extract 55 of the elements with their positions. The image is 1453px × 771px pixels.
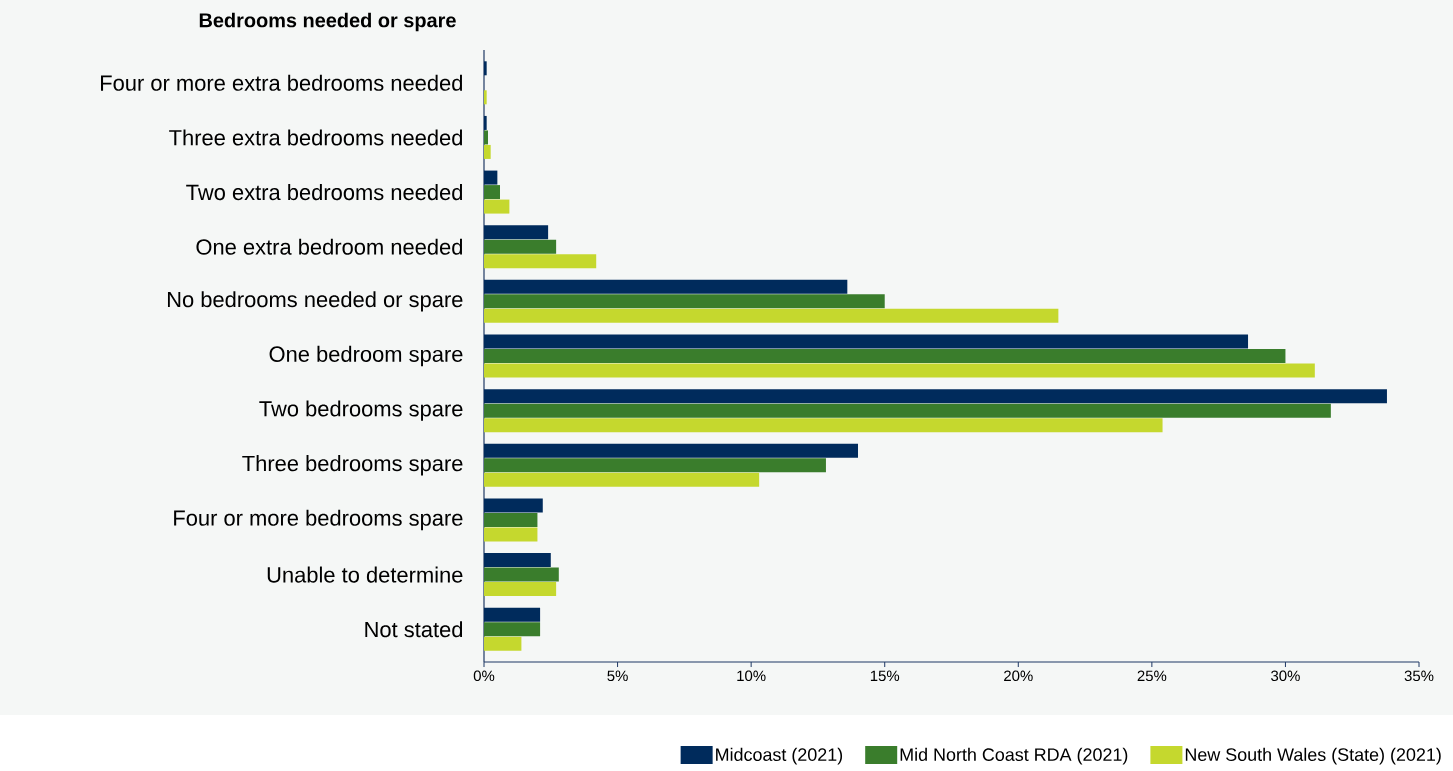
legend-label: Midcoast (2021) <box>716 747 843 765</box>
bar <box>484 185 501 200</box>
y-tick-label: Unable to determine <box>267 566 463 583</box>
y-tick-label: One extra bedroom needed <box>196 238 463 255</box>
bar <box>484 334 1249 349</box>
bar <box>484 199 510 214</box>
bar <box>484 170 498 185</box>
x-tick-label: 10% <box>737 670 766 682</box>
y-tick-label: Three extra bedrooms needed <box>169 129 463 146</box>
y-tick-label: Four or more extra bedrooms needed <box>101 74 463 91</box>
bar <box>484 472 760 487</box>
x-tick-label: 15% <box>870 670 900 682</box>
x-tick-label: 5% <box>607 670 628 682</box>
bar <box>484 443 858 458</box>
bar <box>484 553 551 568</box>
y-tick-label: Two bedrooms spare <box>259 400 463 421</box>
bar <box>484 130 489 145</box>
bar <box>484 389 1387 404</box>
bar <box>484 294 885 309</box>
bar <box>484 636 522 651</box>
bar <box>484 308 1059 323</box>
y-tick-label: Three bedrooms spare <box>242 455 463 476</box>
y-tick-label: Four or more bedrooms spare <box>174 509 463 531</box>
bar <box>484 582 557 597</box>
x-tick-label: 35% <box>1404 670 1434 682</box>
y-tick-label: No bedrooms needed or spare <box>167 291 463 312</box>
x-tick-label: 25% <box>1137 670 1167 682</box>
bar <box>484 363 1315 378</box>
bar <box>484 458 826 473</box>
bar <box>484 349 1286 364</box>
bar <box>484 567 559 582</box>
bar <box>484 144 491 159</box>
x-tick-label: 0% <box>473 670 495 682</box>
bar <box>484 512 538 527</box>
chart-title: Bedrooms needed or spare <box>199 12 456 32</box>
x-tick-label: 30% <box>1271 670 1300 682</box>
bar <box>484 90 487 105</box>
legend-label: New South Wales (State) (2021) <box>1185 747 1441 765</box>
bar <box>484 254 597 269</box>
bar <box>484 607 541 622</box>
bar <box>484 225 549 240</box>
legend-label: Mid North Coast RDA (2021) <box>900 747 1128 765</box>
bar <box>484 239 557 254</box>
bar <box>484 403 1331 418</box>
bar <box>484 279 848 294</box>
y-tick-label: Two extra bedrooms needed <box>186 184 463 201</box>
bar <box>484 622 541 637</box>
bar <box>484 498 543 513</box>
bar <box>484 527 538 542</box>
y-tick-label: One bedroom spare <box>269 345 463 367</box>
x-tick-label: 20% <box>1004 670 1033 682</box>
bar <box>484 115 487 130</box>
bar <box>484 61 487 76</box>
bar <box>484 418 1163 433</box>
y-tick-label: Not stated <box>365 621 463 638</box>
